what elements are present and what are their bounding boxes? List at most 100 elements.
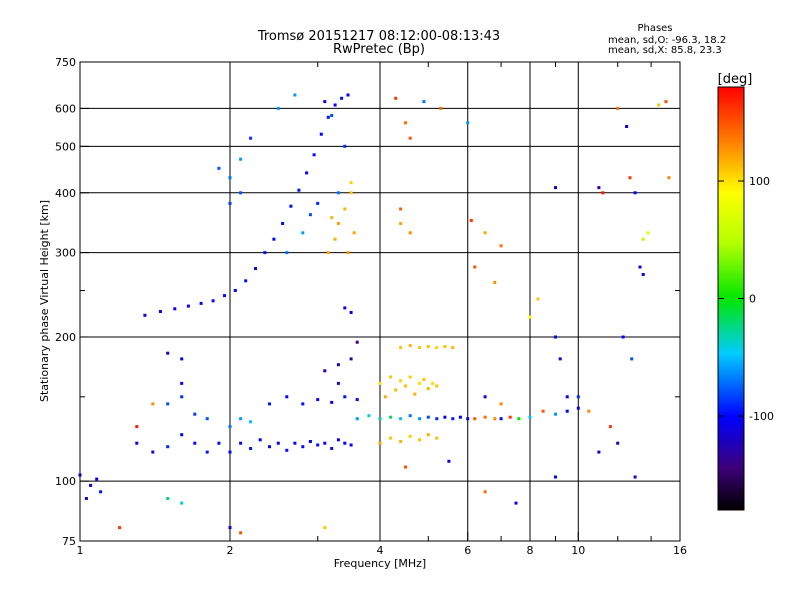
colorbar-tick-label: 0: [749, 293, 756, 306]
data-point: [228, 201, 232, 205]
data-point: [608, 425, 612, 429]
colorbar-tick-label: 100: [749, 175, 770, 188]
data-point: [435, 436, 439, 440]
data-point: [254, 267, 257, 270]
data-point: [408, 231, 412, 235]
x-tick-label: 1: [77, 544, 84, 557]
data-point: [217, 166, 221, 170]
data-point: [408, 375, 412, 379]
data-point: [343, 144, 347, 148]
data-point: [326, 115, 330, 119]
data-point: [297, 188, 301, 192]
data-point: [616, 106, 620, 110]
data-point: [435, 346, 439, 350]
data-point: [118, 526, 121, 530]
data-point: [228, 425, 232, 429]
data-point: [404, 384, 407, 388]
data-point: [326, 251, 330, 255]
data-point: [408, 136, 412, 140]
data-point: [508, 415, 512, 419]
data-point: [408, 434, 412, 438]
data-point: [135, 425, 139, 429]
data-point: [483, 395, 487, 399]
colorbar-tick-label: -100: [749, 410, 774, 423]
data-point: [285, 395, 289, 399]
data-point: [193, 441, 197, 445]
data-point: [158, 310, 162, 313]
data-point: [316, 201, 320, 205]
data-point: [404, 121, 407, 125]
data-point: [630, 357, 634, 361]
data-point: [499, 417, 503, 421]
x-tick-label: 16: [673, 544, 687, 557]
data-point: [399, 440, 403, 443]
data-point: [199, 301, 203, 305]
data-point: [528, 415, 532, 419]
data-point: [305, 171, 309, 175]
data-point: [418, 346, 421, 350]
data-point: [413, 392, 417, 396]
data-point: [383, 395, 387, 399]
data-point: [268, 445, 271, 449]
phase-info-o-mode: mean, sd,O: -96.3, 18.2: [608, 35, 726, 46]
data-point: [333, 103, 337, 107]
data-point: [418, 417, 421, 421]
data-point: [483, 490, 487, 494]
data-point: [628, 176, 632, 180]
data-point: [422, 378, 426, 381]
phase-info-x-mode: mean, sd,X: 85.8, 23.3: [608, 45, 722, 56]
data-point: [193, 412, 197, 416]
x-tick-label: 6: [464, 544, 471, 557]
data-point: [258, 438, 262, 442]
data-point: [166, 445, 170, 449]
data-point: [285, 251, 289, 255]
data-point: [333, 237, 337, 241]
data-point: [340, 96, 344, 100]
data-point: [151, 450, 155, 454]
data-point: [399, 417, 403, 421]
x-axis-label: Frequency [MHz]: [334, 557, 426, 570]
data-point: [166, 497, 170, 500]
data-point: [239, 531, 243, 535]
data-point: [330, 400, 334, 404]
data-point: [186, 304, 190, 308]
data-point: [336, 363, 340, 367]
data-point: [458, 415, 462, 419]
data-point: [239, 157, 243, 161]
data-point: [466, 121, 470, 125]
data-point: [435, 417, 439, 421]
data-point: [285, 448, 289, 452]
data-point: [349, 311, 353, 314]
data-point: [151, 402, 155, 406]
data-point: [597, 450, 601, 454]
data-point: [346, 93, 350, 97]
data-point: [89, 483, 93, 487]
data-point: [316, 398, 320, 402]
data-point: [473, 265, 477, 269]
data-point: [378, 441, 382, 445]
data-point: [180, 381, 184, 385]
data-point: [408, 344, 412, 347]
data-point: [576, 406, 580, 410]
y-tick-label: 400: [55, 187, 76, 200]
data-point: [244, 279, 248, 283]
data-point: [135, 441, 139, 445]
data-point: [349, 191, 353, 195]
colorbar-label: [deg]: [718, 72, 753, 87]
y-axis-ticks: 75 100 200 300 400 500 600 750: [55, 56, 680, 548]
data-point: [389, 375, 393, 379]
data-point: [336, 222, 340, 225]
chart-title: Tromsø 20151217 08:12:00-08:13:43: [257, 29, 500, 44]
data-point: [289, 204, 293, 208]
data-point: [330, 447, 334, 450]
data-point: [336, 438, 340, 442]
data-point: [483, 231, 487, 235]
data-point: [228, 450, 232, 454]
data-point: [346, 251, 350, 255]
data-point: [95, 477, 99, 481]
y-axis-label: Stationary phase Virtual Height [km]: [38, 200, 51, 402]
data-point: [565, 409, 569, 413]
data-point: [536, 297, 540, 301]
data-point: [249, 420, 253, 424]
data-point: [426, 387, 430, 391]
